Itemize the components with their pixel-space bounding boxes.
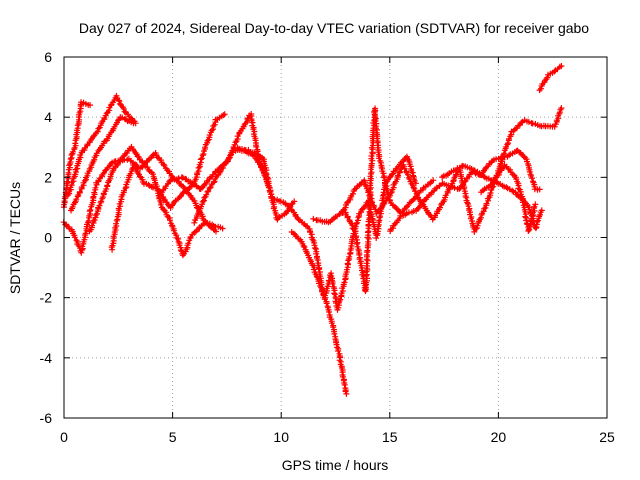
plot-frame bbox=[63, 56, 608, 419]
axis-ticks: 0 5 10 15 20 25 -6 -4 -2 0 2 4 6 bbox=[40, 49, 615, 445]
x-tick-label: 20 bbox=[491, 429, 507, 445]
x-axis-label: GPS time / hours bbox=[282, 457, 389, 473]
y-tick-label: 2 bbox=[44, 169, 52, 185]
x-tick-label: 5 bbox=[169, 429, 177, 445]
y-tick-label: 4 bbox=[44, 109, 52, 125]
y-tick-label: -4 bbox=[40, 350, 53, 366]
y-tick-label: -6 bbox=[40, 410, 53, 426]
series-markers bbox=[191, 146, 298, 226]
grid-lines bbox=[64, 57, 607, 418]
series-track-9 bbox=[234, 144, 350, 397]
series-track-4 bbox=[86, 143, 219, 259]
y-tick-label: 0 bbox=[44, 230, 52, 246]
x-tick-label: 0 bbox=[60, 429, 68, 445]
series-track-8 bbox=[191, 146, 298, 226]
series-markers bbox=[64, 92, 139, 199]
x-tick-label: 15 bbox=[382, 429, 398, 445]
data-points bbox=[60, 63, 565, 397]
series-markers bbox=[478, 161, 539, 234]
series-track-13 bbox=[387, 168, 545, 235]
series-track-14 bbox=[439, 147, 543, 193]
series-markers bbox=[68, 114, 137, 214]
series-markers bbox=[108, 111, 228, 253]
series-markers bbox=[234, 144, 350, 397]
series-markers bbox=[310, 105, 437, 295]
chart-title: Day 027 of 2024, Sidereal Day-to-day VTE… bbox=[79, 20, 589, 36]
series-trace bbox=[237, 146, 348, 395]
y-tick-label: 6 bbox=[44, 49, 52, 65]
series-track-6 bbox=[108, 111, 228, 253]
x-tick-label: 25 bbox=[599, 429, 615, 445]
series-track-5 bbox=[68, 114, 137, 214]
x-tick-label: 10 bbox=[273, 429, 289, 445]
series-markers bbox=[86, 143, 219, 259]
series-track-3 bbox=[64, 92, 139, 199]
series-markers bbox=[439, 147, 543, 193]
series-track-16 bbox=[536, 63, 565, 94]
y-axis-label: SDTVAR / TECUs bbox=[7, 182, 23, 294]
y-tick-label: -2 bbox=[40, 290, 53, 306]
series-markers bbox=[536, 63, 565, 94]
series-track-15 bbox=[478, 161, 539, 234]
